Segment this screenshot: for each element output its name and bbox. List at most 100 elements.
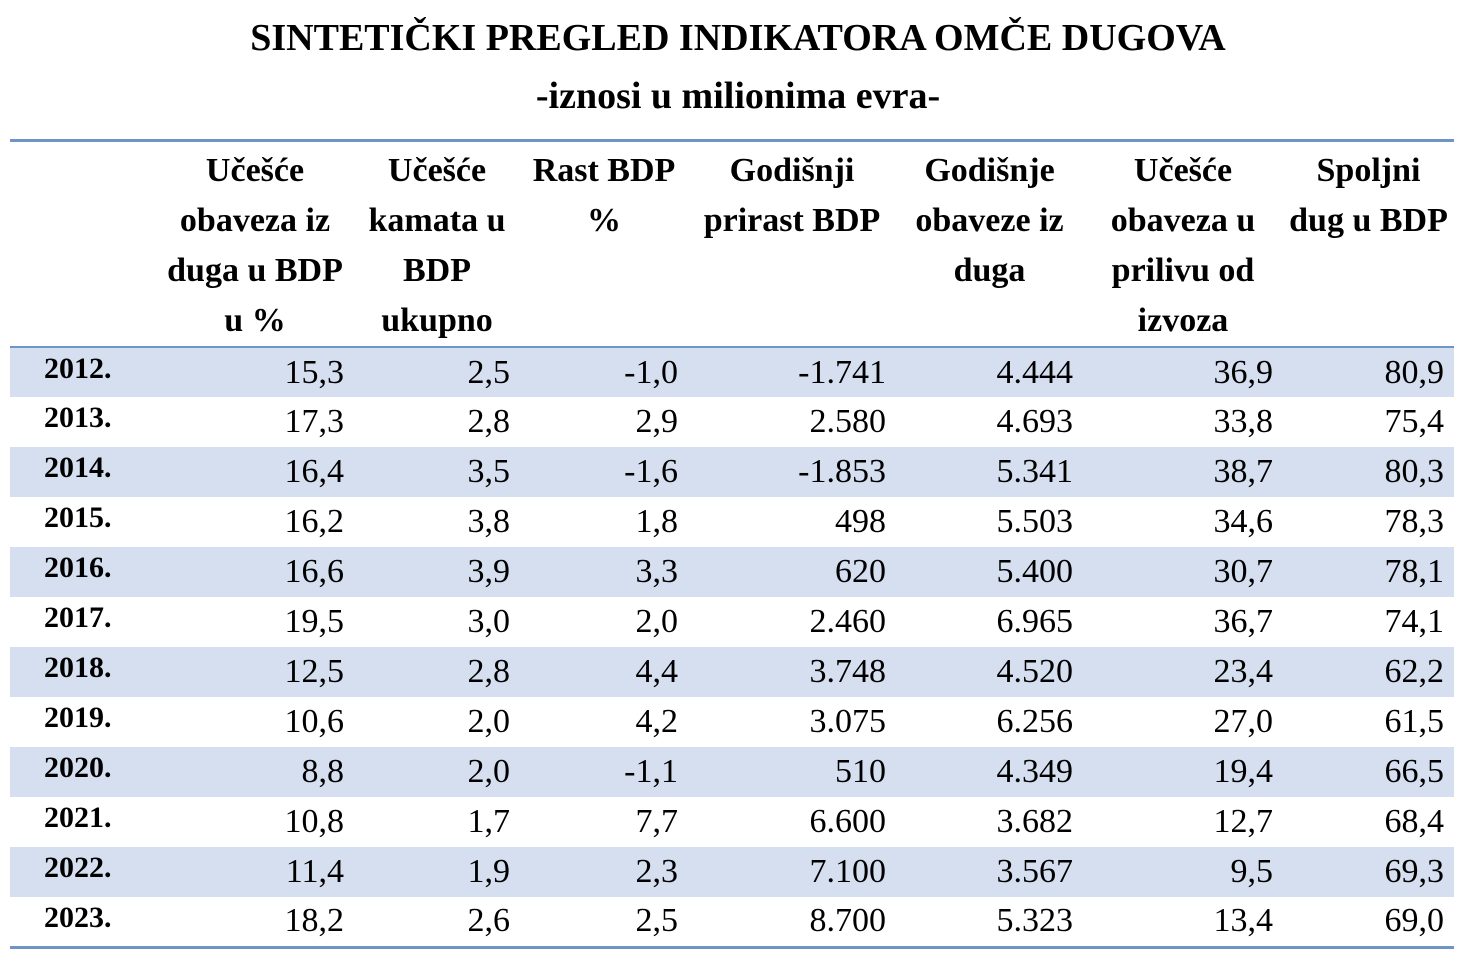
header-external-debt-gdp: Spoljni dug u BDP [1283, 139, 1454, 348]
table-row: 2018. 12,5 2,8 4,4 3.748 4.520 23,4 62,2 [10, 647, 1454, 697]
debt-share-cell: 17,3 [284, 403, 345, 440]
interest-share-cell: 1,7 [467, 803, 511, 840]
gdp-increase-cell: 6.600 [809, 803, 887, 840]
export-share-cell: 19,4 [1083, 747, 1283, 797]
external-debt-cell: 62,2 [1283, 647, 1454, 697]
interest-share-cell: 2,8 [467, 403, 511, 440]
export-share-cell: 23,4 [1083, 647, 1283, 697]
debt-obligations-cell: 5.503 [996, 503, 1074, 540]
debt-share-cell: 15,3 [156, 347, 354, 397]
debt-obligations-cell: 6.965 [996, 603, 1074, 640]
debt-share-cell: 10,8 [284, 803, 345, 840]
external-debt-cell: 78,1 [1283, 547, 1454, 597]
document-subtitle: -iznosi u milionima evra- [535, 75, 941, 117]
debt-share-cell: 10,6 [284, 703, 345, 740]
gdp-growth-cell: 3,3 [520, 547, 688, 597]
gdp-increase-cell: 3.748 [688, 647, 896, 697]
export-share-cell: 36,7 [1213, 603, 1274, 640]
interest-share-cell: 3,5 [354, 447, 520, 497]
export-share-cell: 33,8 [1213, 403, 1274, 440]
gdp-growth-cell: 1,8 [635, 503, 679, 540]
export-share-cell: 36,9 [1083, 347, 1283, 397]
external-debt-cell: 74,1 [1384, 603, 1445, 640]
export-share-cell: 34,6 [1213, 503, 1274, 540]
debt-obligations-cell: 4.520 [896, 647, 1083, 697]
gdp-increase-cell: 620 [688, 547, 896, 597]
debt-share-cell: 18,2 [156, 897, 354, 949]
gdp-growth-cell: -1,0 [520, 347, 688, 397]
interest-share-cell: 3,8 [467, 503, 511, 540]
debt-obligations-cell: 5.400 [896, 547, 1083, 597]
debt-share-cell: 16,2 [284, 503, 345, 540]
table-row: 2020. 8,8 2,0 -1,1 510 4.349 19,4 66,5 [10, 747, 1454, 797]
external-debt-cell: 68,4 [1384, 803, 1445, 840]
debt-share-cell: 16,4 [156, 447, 354, 497]
table-row: 2016. 16,6 3,9 3,3 620 5.400 30,7 78,1 [10, 547, 1454, 597]
year-cell: 2015. [44, 501, 112, 534]
year-cell: 2014. [10, 447, 156, 497]
year-cell: 2018. [10, 647, 156, 697]
debt-share-cell: 11,4 [156, 847, 354, 897]
header-row: Učešće obaveza iz duga u BDP u % Učešće … [10, 139, 1454, 348]
external-debt-cell: 66,5 [1283, 747, 1454, 797]
year-cell: 2021. [44, 801, 112, 834]
table-row: 2013. 17,3 2,8 2,9 2.580 4.693 33,8 75,4 [10, 397, 1454, 447]
interest-share-cell: 2,6 [354, 897, 520, 949]
export-share-cell: 27,0 [1213, 703, 1274, 740]
year-cell: 2023. [10, 897, 156, 949]
gdp-growth-cell: 4,2 [635, 703, 679, 740]
header-debt-obligations-share-gdp: Učešće obaveza iz duga u BDP u % [156, 139, 354, 348]
year-cell: 2020. [10, 747, 156, 797]
header-annual-debt-obligations: Godišnje obaveze iz duga [896, 139, 1083, 348]
table-row: 2017. 19,5 3,0 2,0 2.460 6.965 36,7 74,1 [10, 597, 1454, 647]
external-debt-cell: 69,0 [1283, 897, 1454, 949]
debt-obligations-cell: 5.323 [896, 897, 1083, 949]
gdp-increase-cell: -1.853 [688, 447, 896, 497]
interest-share-cell: 3,9 [354, 547, 520, 597]
gdp-increase-cell: 2.460 [809, 603, 887, 640]
export-share-cell: 12,7 [1213, 803, 1274, 840]
debt-share-cell: 12,5 [156, 647, 354, 697]
external-debt-cell: 80,9 [1283, 347, 1454, 397]
year-cell: 2017. [44, 601, 112, 634]
gdp-growth-cell: 2,0 [635, 603, 679, 640]
gdp-increase-cell: 510 [688, 747, 896, 797]
gdp-increase-cell: 7.100 [688, 847, 896, 897]
export-share-cell: 30,7 [1083, 547, 1283, 597]
debt-obligations-cell: 6.256 [996, 703, 1074, 740]
interest-share-cell: 1,9 [354, 847, 520, 897]
debt-obligations-cell: 3.567 [896, 847, 1083, 897]
table-row: 2019. 10,6 2,0 4,2 3.075 6.256 27,0 61,5 [10, 697, 1454, 747]
debt-share-cell: 19,5 [284, 603, 345, 640]
table-row: 2014. 16,4 3,5 -1,6 -1.853 5.341 38,7 80,3 [10, 447, 1454, 497]
year-cell: 2019. [44, 701, 112, 734]
table-row: 2015. 16,2 3,8 1,8 498 5.503 34,6 78,3 [10, 497, 1454, 547]
table-row: 2021. 10,8 1,7 7,7 6.600 3.682 12,7 68,4 [10, 797, 1454, 847]
gdp-increase-cell: 8.700 [688, 897, 896, 949]
gdp-growth-cell: 2,3 [520, 847, 688, 897]
year-cell: 2016. [10, 547, 156, 597]
debt-obligations-cell: 4.444 [896, 347, 1083, 397]
gdp-growth-cell: 2,5 [520, 897, 688, 949]
document-title: SINTETIČKI PREGLED INDIKATORA OMČE DUGOV… [250, 17, 1226, 59]
header-gdp-growth: Rast BDP % [520, 139, 688, 348]
year-cell: 2022. [10, 847, 156, 897]
export-share-cell: 9,5 [1083, 847, 1283, 897]
interest-share-cell: 2,0 [467, 703, 511, 740]
gdp-increase-cell: 2.580 [809, 403, 887, 440]
interest-share-cell: 2,5 [354, 347, 520, 397]
interest-share-cell: 3,0 [467, 603, 511, 640]
interest-share-cell: 2,8 [354, 647, 520, 697]
gdp-growth-cell: 2,9 [635, 403, 679, 440]
table-row: 2023. 18,2 2,6 2,5 8.700 5.323 13,4 69,0 [10, 897, 1454, 949]
gdp-increase-cell: 3.075 [809, 703, 887, 740]
interest-share-cell: 2,0 [354, 747, 520, 797]
debt-obligations-cell: 3.682 [996, 803, 1074, 840]
year-cell: 2013. [44, 401, 112, 434]
header-annual-gdp-increase: Godišnji prirast BDP [688, 139, 896, 348]
header-obligations-share-exports: Učešće obaveza u prilivu od izvoza [1083, 139, 1283, 348]
export-share-cell: 13,4 [1083, 897, 1283, 949]
table-row: 2022. 11,4 1,9 2,3 7.100 3.567 9,5 69,3 [10, 847, 1454, 897]
debt-obligations-cell: 4.693 [996, 403, 1074, 440]
header-interest-share-gdp: Učešće kamata u BDP ukupno [354, 139, 520, 348]
